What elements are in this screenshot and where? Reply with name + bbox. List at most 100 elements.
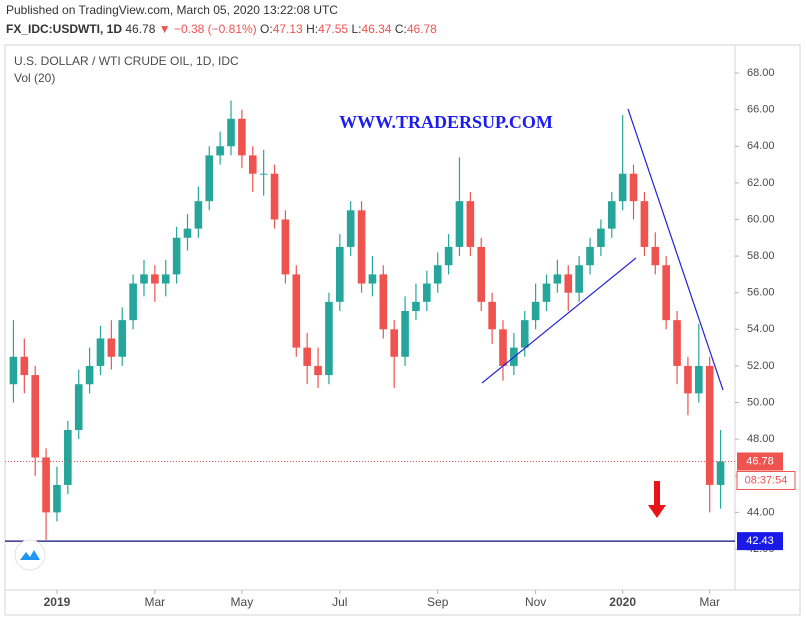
y-tick-label: 62.00	[747, 177, 775, 189]
candle-body	[31, 375, 40, 458]
candle-body	[466, 201, 475, 247]
candle-body	[259, 173, 268, 175]
candle-body	[607, 201, 616, 229]
candle-body	[205, 155, 214, 202]
watermark: WWW.TRADERSUP.COM	[339, 112, 553, 132]
last-price-tag	[737, 452, 783, 471]
candle-body	[684, 365, 692, 394]
candle-body	[433, 265, 442, 284]
logo	[14, 539, 46, 571]
candle-body	[270, 173, 279, 220]
candle-body	[194, 201, 203, 229]
candle-body	[85, 365, 94, 385]
x-tick-label: 2019	[44, 595, 71, 609]
published-note: Published on TradingView.com, March 05, …	[6, 3, 338, 17]
trend-line	[627, 108, 724, 391]
candle-body	[42, 457, 50, 513]
x-tick-label: Mar	[145, 595, 166, 609]
ohlc-h-label: H:	[306, 22, 318, 36]
y-tick-label: 52.00	[747, 360, 775, 372]
down-arrow	[648, 481, 666, 518]
candle-body	[238, 118, 246, 156]
candle-body	[673, 320, 681, 366]
candle-body	[694, 365, 703, 394]
volume-label: Vol (20)	[14, 71, 55, 85]
x-tick-label: Sep	[427, 595, 449, 609]
candle-body	[335, 246, 344, 302]
ohlc-l-label: L:	[351, 22, 361, 36]
ohlc-o-label: O:	[260, 22, 273, 36]
candle-body	[303, 347, 311, 366]
symbol-line: FX_IDC:USDWTI, 1D 46.78 ▼ −0.38 (−0.81%)…	[6, 22, 437, 36]
trend-line	[481, 257, 637, 384]
countdown: 08:37:54	[745, 474, 788, 486]
y-tick-label: 64.00	[747, 140, 775, 152]
candle-body	[716, 461, 725, 485]
hline-label: 42.43	[746, 535, 774, 547]
candle-body	[107, 338, 116, 357]
candle-body	[542, 283, 551, 302]
candle-body	[161, 274, 170, 284]
candle-body	[520, 320, 529, 348]
y-tick-label: 60.00	[747, 213, 775, 225]
candle-body	[9, 356, 18, 385]
candle-body	[586, 246, 594, 266]
candle-body	[118, 320, 127, 357]
last-price: 46.78	[125, 22, 155, 36]
candle-body	[314, 365, 322, 376]
candle-body	[705, 365, 714, 485]
candle-body	[455, 201, 464, 247]
candle-body	[129, 283, 137, 321]
candle-body	[444, 246, 453, 266]
candle-body	[74, 384, 83, 430]
plot	[9, 100, 725, 540]
candle-body	[651, 246, 660, 266]
candle-body	[412, 301, 420, 312]
candle-body	[379, 274, 388, 330]
candle-body	[172, 237, 181, 275]
x-tick-label: Jul	[332, 595, 347, 609]
candle-body	[390, 329, 399, 357]
candle-body	[281, 219, 290, 275]
candle-body	[216, 146, 224, 156]
candle-body	[553, 274, 562, 284]
y-tick-label: 54.00	[747, 323, 775, 335]
candle-body	[20, 356, 29, 376]
candle-body	[401, 311, 409, 357]
candle-body	[357, 210, 366, 284]
frame	[4, 44, 801, 616]
candle-body	[53, 484, 61, 513]
last-price-label: 46.78	[746, 455, 774, 467]
candle-body	[564, 274, 573, 293]
candle-body	[140, 274, 148, 284]
countdown-tag	[736, 470, 796, 490]
candle-body	[423, 283, 431, 302]
candle-body	[151, 274, 159, 284]
candle-body	[629, 173, 638, 202]
candle-body	[292, 274, 301, 348]
candle-body	[499, 329, 507, 366]
ohlc-c: 46.78	[407, 22, 437, 36]
candle-body	[248, 155, 257, 174]
change: ▼ −0.38 (−0.81%)	[159, 22, 257, 36]
hline-tag	[737, 532, 783, 551]
candle-body	[183, 228, 192, 238]
candle-body	[575, 265, 583, 293]
candle-body	[531, 301, 540, 321]
y-tick-label: 66.00	[747, 104, 775, 116]
ohlc-l: 46.34	[361, 22, 391, 36]
x-tick-label: May	[231, 595, 254, 609]
candle-body	[325, 301, 333, 376]
candle-body	[618, 173, 627, 202]
y-tick-label: 58.00	[747, 250, 775, 262]
ohlc-o: 47.13	[273, 22, 303, 36]
candle-body	[96, 338, 105, 366]
candle-body	[488, 301, 496, 330]
candle-body	[346, 210, 355, 247]
x-tick-label: Mar	[699, 595, 720, 609]
x-tick-label: Nov	[525, 595, 546, 609]
y-tick-label: 48.00	[747, 433, 775, 445]
candle-body	[64, 429, 72, 485]
